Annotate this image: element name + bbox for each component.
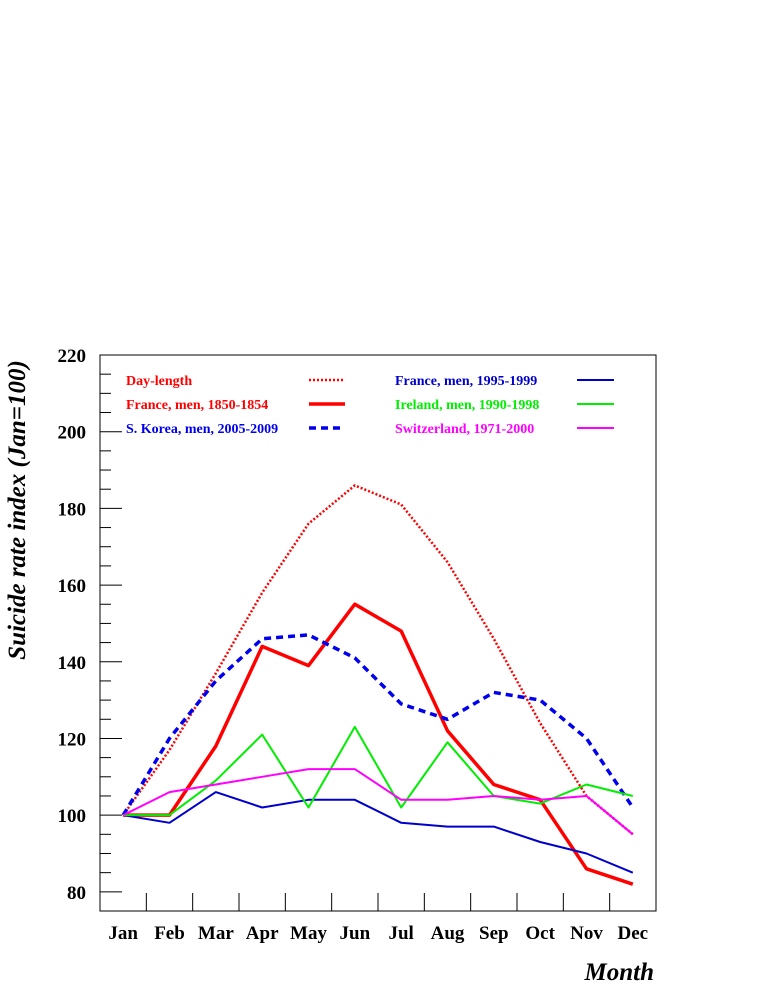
y-tick-label: 160 (58, 576, 87, 597)
y-tick-label: 80 (67, 883, 86, 904)
x-tick-label: May (290, 923, 327, 944)
x-tick-label: Feb (154, 923, 185, 944)
y-tick-label: 100 (58, 806, 87, 827)
legend-label-4: Ireland, men, 1990-1998 (395, 398, 539, 413)
x-axis-title: Month (584, 959, 654, 986)
y-tick-label: 120 (58, 729, 87, 750)
y-tick-label: 180 (58, 499, 87, 520)
series-line-1 (123, 602, 634, 886)
y-tick-labels: 80 100 120 140 160 180 200 220 (58, 346, 87, 904)
legend: Day-length France, men, 1850-1854 S. Korea… (126, 374, 614, 437)
y-axis-title: Suicide rate index (Jan=100) (4, 360, 31, 660)
legend-label-2: S. Korea, men, 2005-2009 (126, 422, 278, 437)
series-line-3 (123, 791, 634, 874)
legend-label-1: France, men, 1850-1854 (126, 398, 268, 413)
x-tick-label: Mar (198, 923, 234, 944)
x-tick-label: Apr (246, 923, 279, 944)
y-tick-label: 140 (58, 653, 87, 674)
series-line-0 (122, 484, 634, 836)
axis-ticks (100, 354, 611, 912)
x-tick-label: Sep (479, 923, 509, 944)
y-tick-label: 200 (58, 423, 87, 444)
x-tick-label: Jan (108, 923, 138, 944)
x-tick-label: Jul (388, 923, 413, 944)
x-tick-labels: Jan Feb Mar Apr May Jun Jul Aug Sep Oct Nov Dec (108, 923, 648, 944)
series-lines (121, 484, 635, 886)
x-tick-label: Jun (340, 923, 371, 944)
y-tick-label: 220 (58, 346, 87, 367)
legend-label-5: Switzerland, 1971-2000 (395, 422, 534, 437)
legend-label-0: Day-length (126, 374, 192, 389)
legend-label-3: France, men, 1995-1999 (395, 374, 537, 389)
series-line-5 (122, 768, 634, 836)
x-tick-label: Oct (525, 923, 555, 944)
x-tick-label: Aug (431, 923, 465, 944)
plot-frame (99, 354, 657, 912)
x-tick-label: Nov (570, 923, 603, 944)
x-tick-label: Dec (618, 923, 649, 944)
